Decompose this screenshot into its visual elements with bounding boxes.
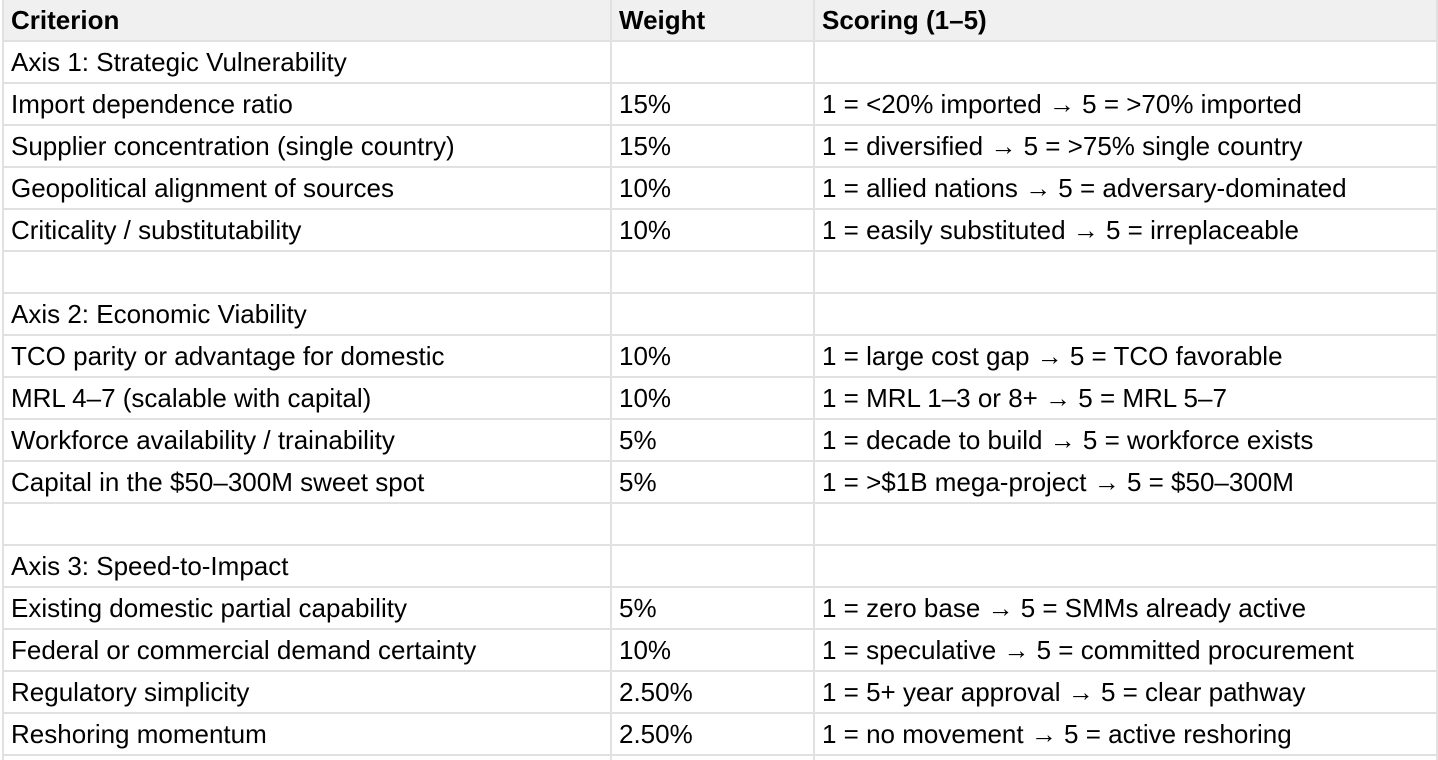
- cell-weight[interactable]: [612, 42, 815, 84]
- cell-criterion[interactable]: [4, 504, 612, 546]
- cell-criterion[interactable]: Federal or commercial demand certainty: [4, 630, 612, 672]
- table-row-axis2-header: Axis 2: Economic Viability: [4, 294, 1438, 336]
- cell-weight[interactable]: 2.50%: [612, 672, 815, 714]
- cell-criterion[interactable]: Workforce availability / trainability: [4, 420, 612, 462]
- table-row-supplier-concentration: Supplier concentration (single country) …: [4, 126, 1438, 168]
- cell-criterion[interactable]: Axis 2: Economic Viability: [4, 294, 612, 336]
- cell-criterion[interactable]: TCO parity or advantage for domestic: [4, 336, 612, 378]
- cell-weight[interactable]: 10%: [612, 168, 815, 210]
- cell-weight[interactable]: 10%: [612, 378, 815, 420]
- column-header-weight[interactable]: Weight: [612, 0, 815, 42]
- cell-scoring[interactable]: 1 = <20% imported → 5 = >70% imported: [815, 84, 1438, 126]
- cell-weight[interactable]: 10%: [612, 630, 815, 672]
- cell-criterion[interactable]: Geopolitical alignment of sources: [4, 168, 612, 210]
- cell-criterion[interactable]: [4, 252, 612, 294]
- cell-criterion[interactable]: Criticality / substitutability: [4, 210, 612, 252]
- table-row-existing-capability: Existing domestic partial capability 5% …: [4, 588, 1438, 630]
- cell-weight[interactable]: [612, 252, 815, 294]
- table-row-axis3-header: Axis 3: Speed-to-Impact: [4, 546, 1438, 588]
- cell-weight[interactable]: 10%: [612, 210, 815, 252]
- cell-scoring[interactable]: 1 = 5+ year approval → 5 = clear pathway: [815, 672, 1438, 714]
- cell-scoring[interactable]: 1 = >$1B mega-project → 5 = $50–300M: [815, 462, 1438, 504]
- table-row-mrl: MRL 4–7 (scalable with capital) 10% 1 = …: [4, 378, 1438, 420]
- table-row-tco-parity: TCO parity or advantage for domestic 10%…: [4, 336, 1438, 378]
- column-header-criterion[interactable]: Criterion: [4, 0, 612, 42]
- cell-weight[interactable]: 5%: [612, 462, 815, 504]
- table-row-axis1-header: Axis 1: Strategic Vulnerability: [4, 42, 1438, 84]
- cell-scoring[interactable]: 1 = large cost gap → 5 = TCO favorable: [815, 336, 1438, 378]
- cell-criterion[interactable]: Capital in the $50–300M sweet spot: [4, 462, 612, 504]
- cell-criterion[interactable]: Supplier concentration (single country): [4, 126, 612, 168]
- cell-criterion[interactable]: Reshoring momentum: [4, 714, 612, 756]
- table-row-demand-certainty: Federal or commercial demand certainty 1…: [4, 630, 1438, 672]
- cell-weight[interactable]: [612, 756, 815, 760]
- cell-criterion[interactable]: Existing domestic partial capability: [4, 588, 612, 630]
- table-row-spacer-1: [4, 252, 1438, 294]
- cell-scoring[interactable]: 1 = allied nations → 5 = adversary-domin…: [815, 168, 1438, 210]
- cell-scoring[interactable]: 1 = MRL 1–3 or 8+ → 5 = MRL 5–7: [815, 378, 1438, 420]
- cell-weight[interactable]: [612, 294, 815, 336]
- cell-weight[interactable]: 5%: [612, 588, 815, 630]
- table-row-reshoring-momentum: Reshoring momentum 2.50% 1 = no movement…: [4, 714, 1438, 756]
- header-row: Criterion Weight Scoring (1–5): [4, 0, 1438, 42]
- cell-scoring[interactable]: [815, 252, 1438, 294]
- cell-weight[interactable]: 10%: [612, 336, 815, 378]
- column-header-scoring[interactable]: Scoring (1–5): [815, 0, 1438, 42]
- table-row-partial-bottom: [4, 756, 1438, 760]
- table-row-geopolitical-alignment: Geopolitical alignment of sources 10% 1 …: [4, 168, 1438, 210]
- table-row-import-dependence: Import dependence ratio 15% 1 = <20% imp…: [4, 84, 1438, 126]
- cell-scoring[interactable]: 1 = speculative → 5 = committed procurem…: [815, 630, 1438, 672]
- table-row-regulatory-simplicity: Regulatory simplicity 2.50% 1 = 5+ year …: [4, 672, 1438, 714]
- cell-scoring[interactable]: [815, 546, 1438, 588]
- cell-weight[interactable]: 5%: [612, 420, 815, 462]
- table-row-criticality: Criticality / substitutability 10% 1 = e…: [4, 210, 1438, 252]
- cell-scoring[interactable]: [815, 294, 1438, 336]
- cell-scoring[interactable]: [815, 42, 1438, 84]
- cell-weight[interactable]: 15%: [612, 126, 815, 168]
- cell-weight[interactable]: 15%: [612, 84, 815, 126]
- table-row-workforce: Workforce availability / trainability 5%…: [4, 420, 1438, 462]
- table-row-capital-sweet-spot: Capital in the $50–300M sweet spot 5% 1 …: [4, 462, 1438, 504]
- cell-scoring[interactable]: 1 = diversified → 5 = >75% single countr…: [815, 126, 1438, 168]
- cell-criterion[interactable]: Import dependence ratio: [4, 84, 612, 126]
- cell-criterion[interactable]: [4, 756, 612, 760]
- cell-criterion[interactable]: MRL 4–7 (scalable with capital): [4, 378, 612, 420]
- cell-scoring[interactable]: 1 = decade to build → 5 = workforce exis…: [815, 420, 1438, 462]
- cell-criterion[interactable]: Axis 3: Speed-to-Impact: [4, 546, 612, 588]
- cell-scoring[interactable]: [815, 504, 1438, 546]
- cell-criterion[interactable]: Regulatory simplicity: [4, 672, 612, 714]
- cell-criterion[interactable]: Axis 1: Strategic Vulnerability: [4, 42, 612, 84]
- cell-weight[interactable]: [612, 546, 815, 588]
- cell-scoring[interactable]: 1 = zero base → 5 = SMMs already active: [815, 588, 1438, 630]
- cell-weight[interactable]: 2.50%: [612, 714, 815, 756]
- cell-scoring[interactable]: 1 = easily substituted → 5 = irreplaceab…: [815, 210, 1438, 252]
- table-row-spacer-2: [4, 504, 1438, 546]
- cell-scoring[interactable]: 1 = no movement → 5 = active reshoring: [815, 714, 1438, 756]
- cell-scoring[interactable]: [815, 756, 1438, 760]
- cell-weight[interactable]: [612, 504, 815, 546]
